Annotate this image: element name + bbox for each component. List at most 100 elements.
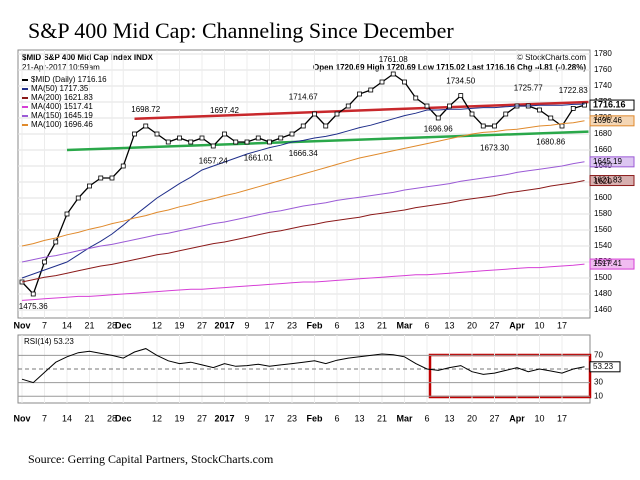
price-bar bbox=[570, 106, 576, 111]
price-bar bbox=[537, 107, 542, 113]
x-tick-label: 7 bbox=[42, 413, 47, 423]
value-tag-label: 1696.46 bbox=[593, 116, 622, 125]
y-tick-label: 1660 bbox=[594, 145, 612, 154]
x-tick-label: 27 bbox=[489, 320, 499, 330]
price-bar bbox=[503, 111, 509, 117]
series-line bbox=[21, 180, 585, 283]
y-tick-label: 1780 bbox=[594, 49, 612, 58]
x-tick-label: Nov bbox=[13, 320, 30, 330]
y-tick-label: 1640 bbox=[594, 161, 612, 170]
y-tick-label: 1580 bbox=[594, 209, 612, 218]
y-tick-label: 1480 bbox=[594, 289, 612, 298]
source: Source: Gerring Capital Partners, StockC… bbox=[28, 452, 274, 466]
price-bar bbox=[278, 135, 284, 141]
value-tag bbox=[589, 115, 635, 127]
y-tick-label: 1620 bbox=[594, 177, 612, 186]
price-bar bbox=[210, 143, 216, 149]
value-tag-label: 1517.41 bbox=[593, 259, 622, 268]
price-bar bbox=[458, 93, 464, 98]
x-tick-label: 17 bbox=[264, 413, 274, 423]
value-tag-label: 53.23 bbox=[593, 362, 614, 371]
price-bar bbox=[447, 103, 452, 109]
rsi-line bbox=[21, 348, 585, 384]
x-tick-label: 13 bbox=[354, 413, 364, 423]
x-tick-label: 23 bbox=[287, 320, 297, 330]
annotation: 1680.86 bbox=[536, 137, 565, 146]
price-bar bbox=[120, 163, 126, 169]
x-tick-label: Apr bbox=[509, 320, 525, 330]
annotation: 1696.96 bbox=[424, 125, 453, 134]
price-bar bbox=[109, 175, 115, 181]
x-tick-label: 19 bbox=[174, 413, 184, 423]
price-bar bbox=[267, 139, 272, 145]
x-tick-label: 21 bbox=[84, 320, 94, 330]
x-tick-label: Dec bbox=[115, 320, 132, 330]
price-bar bbox=[132, 131, 137, 137]
trendline bbox=[134, 100, 589, 121]
price-bar bbox=[289, 131, 295, 137]
copyright: © StockCharts.com bbox=[517, 53, 586, 62]
price-bar bbox=[98, 175, 104, 181]
x-tick-label: 6 bbox=[424, 413, 429, 423]
price-bar bbox=[582, 102, 587, 108]
annotation: 1475.36 bbox=[19, 302, 48, 311]
y-tick-label: 1520 bbox=[594, 257, 612, 266]
annotation: 1661.01 bbox=[244, 153, 273, 162]
x-tick-label: 13 bbox=[444, 320, 454, 330]
y-tick-label: 70 bbox=[594, 351, 603, 360]
y-tick-label: 1560 bbox=[594, 225, 612, 234]
x-tick-label: 17 bbox=[557, 413, 567, 423]
annotation: 1698.72 bbox=[131, 105, 160, 114]
y-tick-label: 1680 bbox=[594, 129, 612, 138]
x-tick-label: 19 bbox=[174, 320, 184, 330]
price-bar bbox=[334, 111, 340, 117]
x-tick-label: 14 bbox=[62, 320, 72, 330]
price-bar bbox=[143, 123, 149, 129]
x-tick-label: 2017 bbox=[214, 320, 234, 330]
price-bar bbox=[357, 91, 362, 97]
price-bar bbox=[199, 135, 205, 141]
price-bar bbox=[30, 291, 36, 297]
value-tag bbox=[589, 156, 635, 168]
y-tick-label: 30 bbox=[594, 378, 603, 387]
trendline bbox=[66, 130, 589, 152]
x-tick-label: 23 bbox=[287, 413, 297, 423]
price-bar bbox=[402, 79, 407, 85]
value-tag-label: 1645.19 bbox=[593, 157, 622, 166]
price-bar bbox=[379, 79, 385, 85]
x-tick-label: 7 bbox=[42, 320, 47, 330]
price-bar bbox=[492, 123, 497, 129]
y-tick-label: 1700 bbox=[594, 113, 612, 122]
price-bar bbox=[469, 111, 475, 117]
x-tick-label: Apr bbox=[509, 413, 525, 423]
x-tick-label: 27 bbox=[197, 413, 207, 423]
legend-label: $MID (Daily) 1716.16 bbox=[31, 75, 107, 84]
annotation: 1722.83 bbox=[559, 86, 588, 95]
x-tick-label: 9 bbox=[244, 320, 249, 330]
price-bar bbox=[177, 135, 182, 141]
annotation: 1734.50 bbox=[446, 77, 475, 86]
x-tick-label: Nov bbox=[13, 413, 30, 423]
price-bar bbox=[548, 115, 554, 121]
price-bar bbox=[559, 123, 565, 129]
annotation: 1697.42 bbox=[210, 106, 239, 115]
price-bar bbox=[390, 71, 396, 77]
price-bar bbox=[435, 115, 441, 121]
price-bar bbox=[480, 123, 486, 129]
x-tick-label: 6 bbox=[334, 320, 339, 330]
price-bar bbox=[345, 103, 351, 109]
legend-label: MA(100) 1696.46 bbox=[31, 120, 93, 129]
value-tag bbox=[589, 175, 635, 187]
x-tick-label: 12 bbox=[152, 320, 162, 330]
x-tick-label: 27 bbox=[489, 413, 499, 423]
x-tick-label: 6 bbox=[334, 413, 339, 423]
symbol-line: $MID S&P 400 Mid Cap Index INDX bbox=[22, 53, 154, 62]
value-tag bbox=[589, 258, 635, 270]
series-line bbox=[21, 263, 585, 301]
price-bar bbox=[154, 131, 160, 137]
price-bar bbox=[233, 139, 239, 145]
annotation: 1761.08 bbox=[379, 55, 408, 64]
chart-title: S&P 400 Mid Cap: Channeling Since Decemb… bbox=[28, 18, 454, 43]
